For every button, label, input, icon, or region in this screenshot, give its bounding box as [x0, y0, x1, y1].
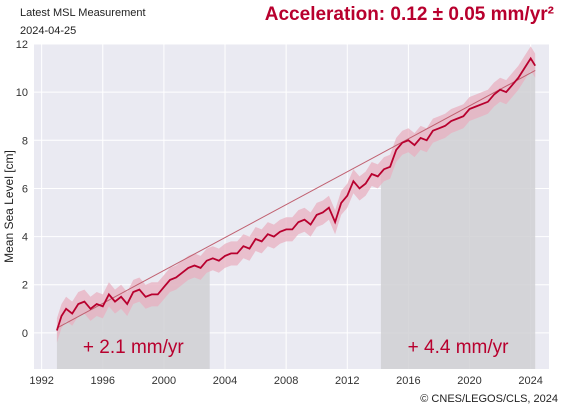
shaded-region	[380, 58, 536, 370]
header-title: Latest MSL Measurement	[20, 7, 146, 19]
x-tick-label: 2020	[457, 375, 481, 387]
y-tick-label: 8	[22, 135, 28, 147]
msl-series-line	[56, 56, 536, 331]
x-tick-label: 2016	[396, 375, 420, 387]
rate-label: + 2.1 mm/yr	[83, 337, 184, 358]
y-tick-label: 2	[22, 280, 28, 292]
y-axis-label: Mean Sea Level [cm]	[2, 150, 16, 263]
trend-line	[56, 70, 536, 329]
x-tick-label: 2012	[335, 375, 359, 387]
y-tick-label: 6	[22, 183, 28, 195]
x-tick-label: 1992	[29, 375, 53, 387]
acceleration-label: Acceleration: 0.12 ± 0.05 mm/yr²	[264, 4, 554, 25]
uncertainty-band	[56, 46, 536, 343]
x-tick-label: 2024	[518, 375, 542, 387]
header-info: Latest MSL Measurement 2024-04-25	[20, 4, 146, 40]
x-tick-label: 2004	[213, 375, 237, 387]
x-tick-label: 2000	[152, 375, 176, 387]
rate-label: + 4.4 mm/yr	[408, 337, 509, 358]
y-tick-label: 4	[22, 232, 28, 244]
y-tick-label: 12	[16, 39, 28, 51]
rate-labels: + 2.1 mm/yr + 4.4 mm/yr	[83, 337, 509, 358]
y-tick-label: 10	[16, 87, 28, 99]
x-axis-ticks: 1992 1996 2000 2004 2008 2012 2016 2020 2024	[29, 375, 543, 387]
x-tick-label: 2008	[274, 375, 298, 387]
y-axis-ticks: 0 2 4 6 8 10 12	[16, 39, 28, 340]
y-tick-label: 0	[22, 328, 28, 340]
credit-text: © CNES/LEGOS/CLS, 2024	[420, 393, 558, 405]
header-date: 2024-04-25	[20, 25, 77, 37]
x-tick-label: 1996	[91, 375, 115, 387]
